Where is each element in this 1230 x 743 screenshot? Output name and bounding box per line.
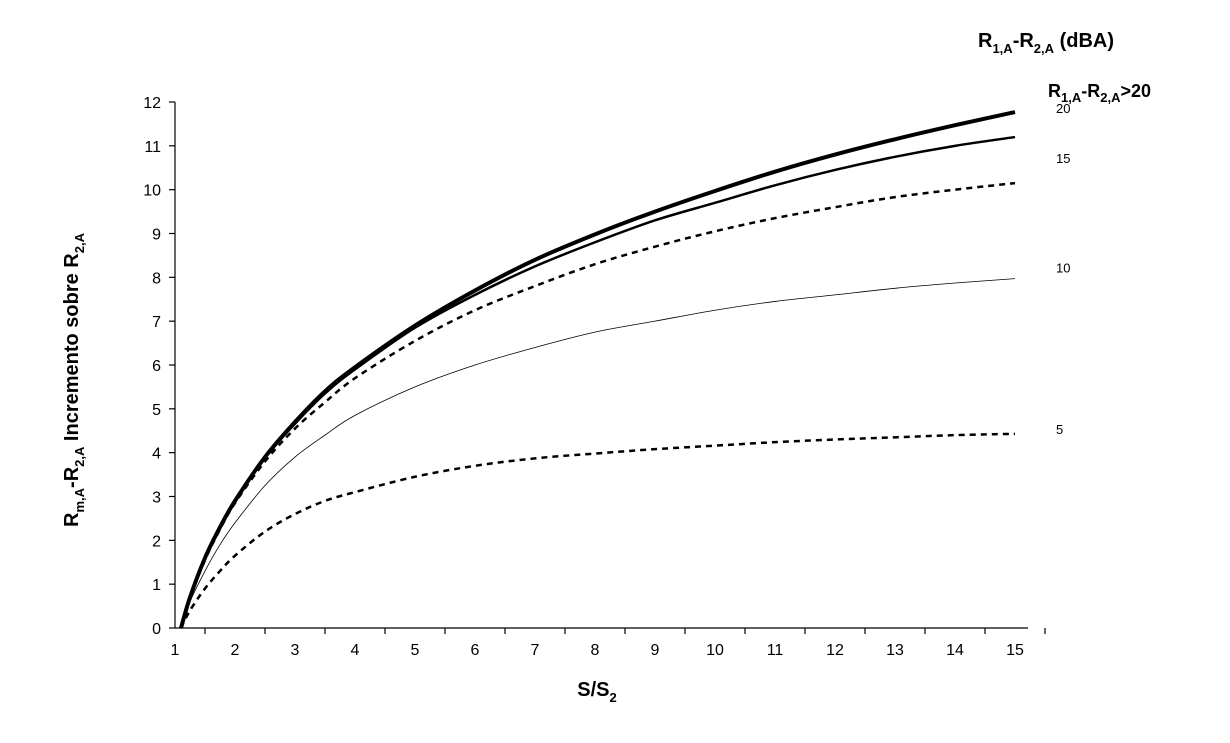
y-tick-label: 8 [152,270,161,287]
series-line-20 [179,135,1016,629]
x-tick-label: 6 [471,642,480,659]
x-tick-label: 7 [531,642,540,659]
y-tick-label: 7 [152,314,161,331]
y-tick-label: 2 [152,533,161,550]
x-tick-label: 8 [591,642,600,659]
x-tick-label: 11 [767,642,784,659]
series-tag-15: 15 [1056,151,1070,166]
series-tag-r1-a-r2-a-20: R1,A-R2,A>20 [1048,81,1151,105]
y-tick-label: 11 [144,139,161,156]
x-axis-ticks: 1 2 3 4 5 6 7 8 9 10 11 12 13 14 15 [171,628,1046,659]
series-tag-5: 5 [1056,422,1063,437]
series-line-15 [179,181,1016,629]
y-tick-label: 5 [152,402,161,419]
series-line-r1-a-r2-a-20 [179,110,1016,629]
x-tick-label: 12 [826,642,844,659]
y-tick-label: 4 [152,446,161,463]
x-axis-title: S/S2 [577,679,616,705]
y-tick-label: 3 [152,490,161,507]
x-tick-label: 13 [886,642,904,659]
x-tick-label: 14 [946,642,964,659]
x-tick-label: 15 [1006,642,1024,659]
legend-title: R1,A-R2,A (dBA) [978,30,1114,56]
y-tick-label: 1 [152,577,161,594]
x-tick-label: 5 [411,642,420,659]
x-tick-label: 2 [231,642,240,659]
series-line-5 [179,432,1016,629]
y-tick-label: 12 [143,95,161,112]
x-tick-label: 9 [651,642,660,659]
y-tick-label: 9 [152,227,161,244]
series-line-10 [180,278,1016,629]
y-tick-label: 6 [152,358,161,375]
x-tick-label: 10 [706,642,724,659]
series-layer [179,110,1016,629]
y-axis-title: Rm,A-R2,A Incremento sobre R2,A [61,232,87,527]
x-tick-label: 3 [291,642,300,659]
x-tick-label: 4 [351,642,360,659]
series-tag-10: 10 [1056,261,1070,276]
y-tick-label: 10 [143,183,161,200]
series-tag-20: 20 [1056,101,1070,116]
x-tick-label: 1 [171,642,180,659]
y-tick-label: 0 [152,621,161,638]
